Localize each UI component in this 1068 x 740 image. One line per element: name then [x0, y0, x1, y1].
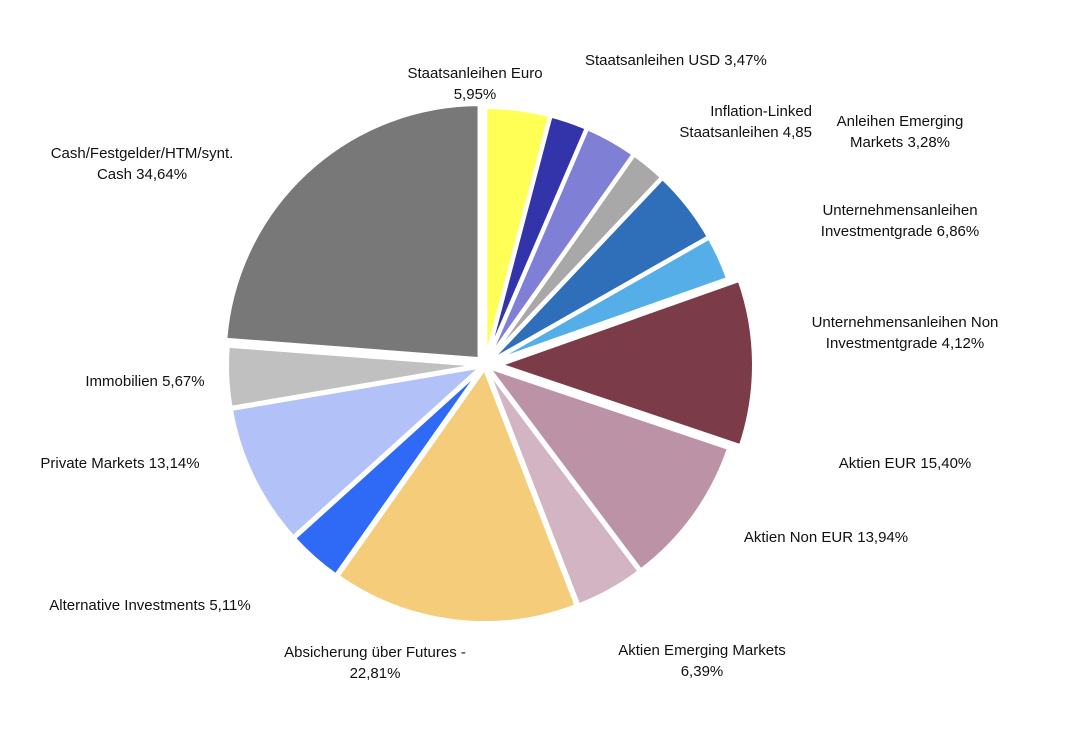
slice-label: Inflation-Linked Staatsanleihen 4,85	[679, 103, 812, 141]
slice-label: Absicherung über Futures - 22,81%	[284, 644, 466, 682]
slice-label-line: Cash 34,64%	[97, 166, 187, 183]
slice-label: Staatsanleihen USD 3,47%	[585, 52, 767, 69]
pie-slice	[223, 102, 482, 362]
slice-label-line: Absicherung über Futures -	[284, 644, 466, 661]
slice-label-line: Unternehmensanleihen Non	[812, 314, 999, 331]
slice-label-line: Staatsanleihen Euro	[407, 65, 542, 82]
slice-label-line: Investmentgrade 6,86%	[821, 223, 979, 240]
pie-slice	[228, 364, 485, 540]
slice-label-line: 22,81%	[350, 665, 401, 682]
slice-label-line: Markets 3,28%	[850, 134, 950, 151]
slice-label: Aktien EUR 15,40%	[839, 455, 972, 472]
slice-label: Alternative Investments 5,11%	[49, 597, 251, 614]
slice-label: Unternehmensanleihen Investmentgrade 6,86…	[821, 202, 979, 240]
slice-label: Private Markets 13,14%	[40, 455, 199, 472]
slice-label: Unternehmensanleihen Non Investmentgrade …	[812, 314, 999, 352]
slice-label-line: Staatsanleihen USD 3,47%	[585, 52, 767, 69]
slice-label-line: Aktien Emerging Markets	[618, 642, 786, 659]
slice-label-line: Cash/Festgelder/HTM/synt.	[51, 145, 234, 162]
slice-label-line: Alternative Investments 5,11%	[49, 597, 251, 614]
slice-label: Staatsanleihen Euro 5,95%	[407, 65, 542, 103]
slice-label-line: Inflation-Linked	[710, 103, 812, 120]
slice-label-line: Immobilien 5,67%	[85, 373, 204, 390]
slice-label-line: Aktien EUR 15,40%	[839, 455, 972, 472]
pie-slice	[485, 364, 732, 573]
slice-label: Aktien Non EUR 13,94%	[744, 529, 908, 546]
pie-slice	[335, 365, 579, 625]
slice-label: Aktien Emerging Markets 6,39%	[618, 642, 786, 680]
slice-label-line: 5,95%	[454, 86, 497, 103]
pie-slice	[485, 235, 731, 366]
slice-label-line: Staatsanleihen 4,85	[679, 124, 812, 141]
slice-label: Immobilien 5,67%	[85, 373, 204, 390]
pie-slices	[223, 102, 756, 625]
pie-slice	[225, 343, 485, 410]
slice-label-line: Anleihen Emerging	[837, 113, 964, 130]
slice-label-line: Private Markets 13,14%	[40, 455, 199, 472]
slice-label-line: Investmentgrade 4,12%	[826, 335, 984, 352]
slice-label-line: 6,39%	[681, 663, 724, 680]
slice-label: Cash/Festgelder/HTM/synt. Cash 34,64%	[51, 145, 234, 183]
slice-label-line: Unternehmensanleihen	[822, 202, 977, 219]
slice-label-line: Aktien Non EUR 13,94%	[744, 529, 908, 546]
pie-labels: Staatsanleihen Euro 5,95% Staatsanleihen U…	[40, 52, 998, 682]
pie-slice	[497, 277, 756, 449]
slice-label: Anleihen Emerging Markets 3,28%	[837, 113, 964, 151]
